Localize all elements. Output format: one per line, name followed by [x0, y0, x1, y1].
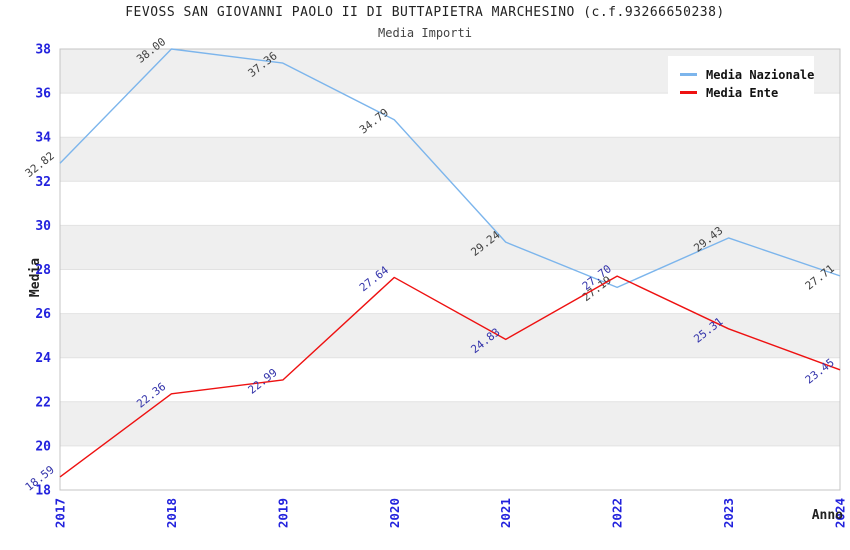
- y-tick-label: 36: [35, 87, 51, 102]
- chart-title: FEVOSS SAN GIOVANNI PAOLO II DI BUTTAPIE…: [125, 5, 725, 20]
- plot-band: [60, 445, 840, 490]
- y-tick-label: 24: [35, 351, 51, 366]
- y-tick-label: 26: [35, 307, 51, 322]
- y-tick-label: 18: [35, 484, 51, 499]
- series-line-media-nazionale: [59, 48, 841, 289]
- plot-band: [60, 357, 840, 402]
- legend-item-media-ente: Media Ente: [680, 85, 804, 100]
- x-axis-title: Anno: [811, 508, 843, 523]
- x-tick-label: 2018: [164, 498, 179, 528]
- legend-swatch-red-icon: [680, 91, 697, 94]
- y-tick-label: 22: [35, 395, 51, 410]
- plot-band: [60, 401, 840, 446]
- legend-swatch-blue-icon: [680, 73, 697, 76]
- x-tick-label: 2017: [53, 498, 68, 528]
- y-tick-label: 28: [35, 263, 51, 278]
- plot-band: [60, 313, 840, 358]
- y-tick-label: 32: [35, 175, 51, 190]
- x-tick-label: 2020: [387, 498, 402, 528]
- legend-label: Media Ente: [706, 85, 779, 100]
- plot-band: [60, 225, 840, 270]
- y-tick-label: 38: [35, 43, 51, 58]
- legend-label: Media Nazionale: [706, 67, 815, 82]
- chart-subtitle: Media Importi: [378, 26, 472, 40]
- y-tick-label: 20: [35, 439, 51, 454]
- legend: Media Nazionale Media Ente: [668, 56, 814, 111]
- plot-border: [59, 48, 841, 491]
- x-tick-label: 2024: [833, 498, 848, 528]
- y-tick-label: 34: [35, 131, 51, 146]
- legend-item-media-nazionale: Media Nazionale: [680, 67, 814, 82]
- plot-band: [60, 269, 840, 314]
- series-line-media-ente: [59, 275, 841, 478]
- x-tick-label: 2022: [610, 498, 625, 528]
- x-tick-label: 2023: [721, 498, 736, 528]
- plot-band: [60, 137, 840, 182]
- x-tick-label: 2019: [275, 498, 290, 528]
- plot-band: [60, 181, 840, 226]
- y-tick-label: 30: [35, 219, 51, 234]
- x-tick-label: 2021: [498, 498, 513, 528]
